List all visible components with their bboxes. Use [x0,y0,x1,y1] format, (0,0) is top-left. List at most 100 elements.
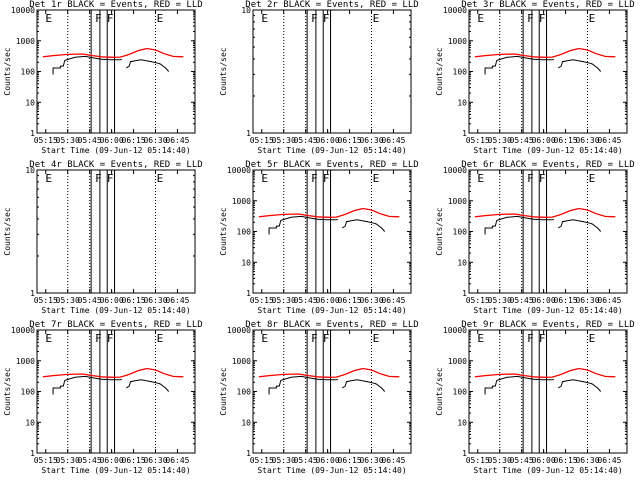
y-tick-label: 10 [25,166,35,175]
chart-title: Det 6r BLACK = Events, RED = LLD [461,160,634,170]
y-axis-label: Counts/sec [435,367,444,415]
annotation-E: E [589,12,596,25]
chart-title: Det 4r BLACK = Events, RED = LLD [29,160,202,170]
annotation-F: F [323,12,330,25]
series-events [557,59,602,72]
y-tick-label: 10000 [11,326,35,335]
x-axis-label: Start Time (09-Jun-12 05:14:40) [473,466,622,475]
series-events [52,55,123,75]
x-tick-label: 06:30 [143,296,167,305]
x-tick-label: 06:00 [532,456,556,465]
annotation-E: E [45,12,52,25]
annotation-F: F [95,172,102,185]
x-tick-label: 06:15 [338,296,362,305]
y-tick-label: 1000 [448,197,467,206]
chart-det2: Det 2r BLACK = Events, RED = LLD 1 10 Count… [219,0,419,155]
chart-title: Det 3r BLACK = Events, RED = LLD [461,0,634,10]
y-tick-label: 10 [241,418,251,427]
x-tick-label: 06:45 [165,296,189,305]
x-tick-label: 06:00 [100,296,124,305]
x-tick-label: 05:45 [294,136,318,145]
x-tick-label: 06:45 [597,136,621,145]
x-tick-label: 05:45 [510,456,534,465]
annotation-E: E [373,332,380,345]
x-tick-label: 06:30 [575,136,599,145]
x-tick-label: 06:45 [381,296,405,305]
x-tick-label: 05:45 [294,456,318,465]
annotation-E: E [261,172,268,185]
x-tick-label: 06:00 [100,456,124,465]
annotation-E: E [157,12,164,25]
annotation-F: F [527,172,534,185]
annotation-F: F [527,12,534,25]
series-lld [258,367,400,378]
x-tick-label: 06:45 [381,456,405,465]
annotation-E: E [373,12,380,25]
x-axis-label: Start Time (09-Jun-12 05:14:40) [257,306,406,315]
annotation-E: E [477,12,484,25]
x-tick-label: 06:15 [554,296,578,305]
chart-title: Det 5r BLACK = Events, RED = LLD [245,160,418,170]
annotation-F: F [311,12,318,25]
y-tick-label: 1000 [448,357,467,366]
x-tick-label: 06:30 [359,136,383,145]
x-tick-label: 06:00 [100,136,124,145]
series-lld [42,367,184,378]
y-tick-label: 1000 [448,37,467,46]
annotation-F: F [95,332,102,345]
y-axis-label: Counts/sec [3,47,12,95]
x-tick-label: 05:45 [78,456,102,465]
x-tick-label: 06:15 [122,136,146,145]
x-tick-label: 05:30 [488,136,512,145]
x-axis-label: Start Time (09-Jun-12 05:14:40) [41,146,190,155]
y-tick-label: 100 [21,68,36,77]
annotation-F: F [323,172,330,185]
x-tick-label: 05:45 [294,296,318,305]
y-tick-label: 1 [30,289,35,298]
x-tick-label: 05:15 [34,456,58,465]
series-events [484,55,555,75]
y-tick-label: 10 [25,98,35,107]
annotation-F: F [311,172,318,185]
x-tick-label: 06:30 [575,296,599,305]
x-tick-label: 06:00 [532,136,556,145]
chart-title: Det 9r BLACK = Events, RED = LLD [461,320,634,330]
series-events [268,215,339,235]
y-tick-label: 10000 [443,166,467,175]
x-tick-label: 06:45 [165,136,189,145]
y-axis-label: Counts/sec [219,367,228,415]
y-tick-label: 10 [241,258,251,267]
chart-det5: Det 5r BLACK = Events, RED = LLD 1 10 100 10… [219,160,419,315]
x-tick-label: 06:30 [143,136,167,145]
series-lld [474,207,616,218]
y-tick-label: 1 [246,289,251,298]
y-tick-label: 10 [457,258,467,267]
plot-frame [252,9,412,134]
annotation-F: F [539,12,546,25]
series-events [125,379,170,392]
annotation-F: F [527,332,534,345]
annotation-E: E [373,172,380,185]
x-tick-label: 05:15 [250,456,274,465]
chart-det7: Det 7r BLACK = Events, RED = LLD 1 10 100 10… [3,320,203,475]
y-tick-label: 1 [462,289,467,298]
x-tick-label: 06:15 [338,136,362,145]
plot-frame [252,329,412,454]
y-axis-label: Counts/sec [435,207,444,255]
x-tick-label: 06:00 [532,296,556,305]
y-tick-label: 1 [246,129,251,138]
x-tick-label: 05:15 [250,296,274,305]
x-tick-label: 05:15 [466,456,490,465]
x-axis-label: Start Time (09-Jun-12 05:14:40) [257,146,406,155]
chart-det4: Det 4r BLACK = Events, RED = LLD 1 10 Count… [3,160,203,315]
annotation-E: E [45,332,52,345]
y-tick-label: 1 [30,449,35,458]
plot-frame [468,9,628,134]
annotation-F: F [107,172,114,185]
x-tick-label: 05:30 [272,456,296,465]
chart-det3: Det 3r BLACK = Events, RED = LLD 1 10 100 10… [435,0,635,155]
y-tick-label: 10000 [11,6,35,15]
x-tick-label: 05:30 [56,456,80,465]
y-tick-label: 1000 [232,357,251,366]
